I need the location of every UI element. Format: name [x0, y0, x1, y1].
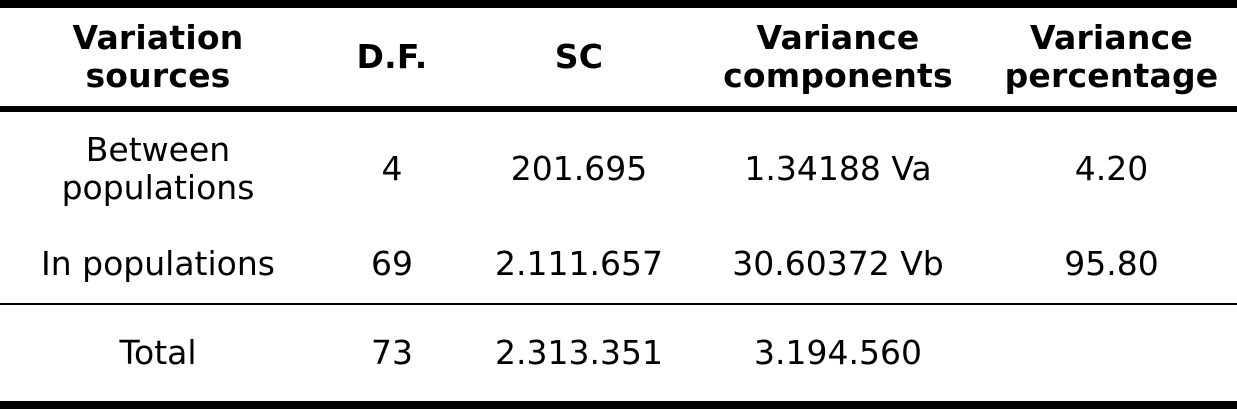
- cell-variance-percentage: [986, 304, 1237, 405]
- cell-sc: 2.111.657: [468, 225, 690, 305]
- cell-variance-percentage: 95.80: [986, 225, 1237, 305]
- cell-source: In populations: [0, 225, 316, 305]
- table-header: Variation sources D.F. SC Variance compo…: [0, 4, 1237, 112]
- table-row-total: Total 73 2.313.351 3.194.560: [0, 304, 1237, 405]
- column-header-df: D.F.: [316, 4, 468, 112]
- table-body: Between populations 4 201.695 1.34188 Va…: [0, 109, 1237, 405]
- cell-df: 69: [316, 225, 468, 305]
- column-header-variation-sources: Variation sources: [0, 4, 316, 112]
- table-row-between-populations: Between populations 4 201.695 1.34188 Va…: [0, 109, 1237, 226]
- column-header-sc: SC: [468, 4, 690, 112]
- cell-source: Total: [119, 332, 197, 372]
- column-header-variance-components: Variance components: [690, 4, 986, 112]
- column-header-variance-percentage: Variance percentage: [986, 4, 1237, 112]
- cell-sc: 201.695: [510, 148, 648, 188]
- cell-source: Between populations: [61, 129, 255, 207]
- table-row-in-populations: In populations 69 2.111.657 30.60372 Vb …: [0, 225, 1237, 305]
- cell-df: 73: [371, 332, 413, 372]
- header-row: Variation sources D.F. SC Variance compo…: [0, 4, 1237, 112]
- cell-variance-component: 3.194.560: [754, 332, 922, 372]
- cell-variance-component: 30.60372 Vb: [690, 225, 986, 305]
- cell-variance-component: 1.34188 Va: [744, 148, 932, 188]
- cell-sc: 2.313.351: [495, 332, 663, 372]
- cell-variance-percentage: 4.20: [1074, 148, 1149, 188]
- cell-df: 4: [381, 148, 403, 188]
